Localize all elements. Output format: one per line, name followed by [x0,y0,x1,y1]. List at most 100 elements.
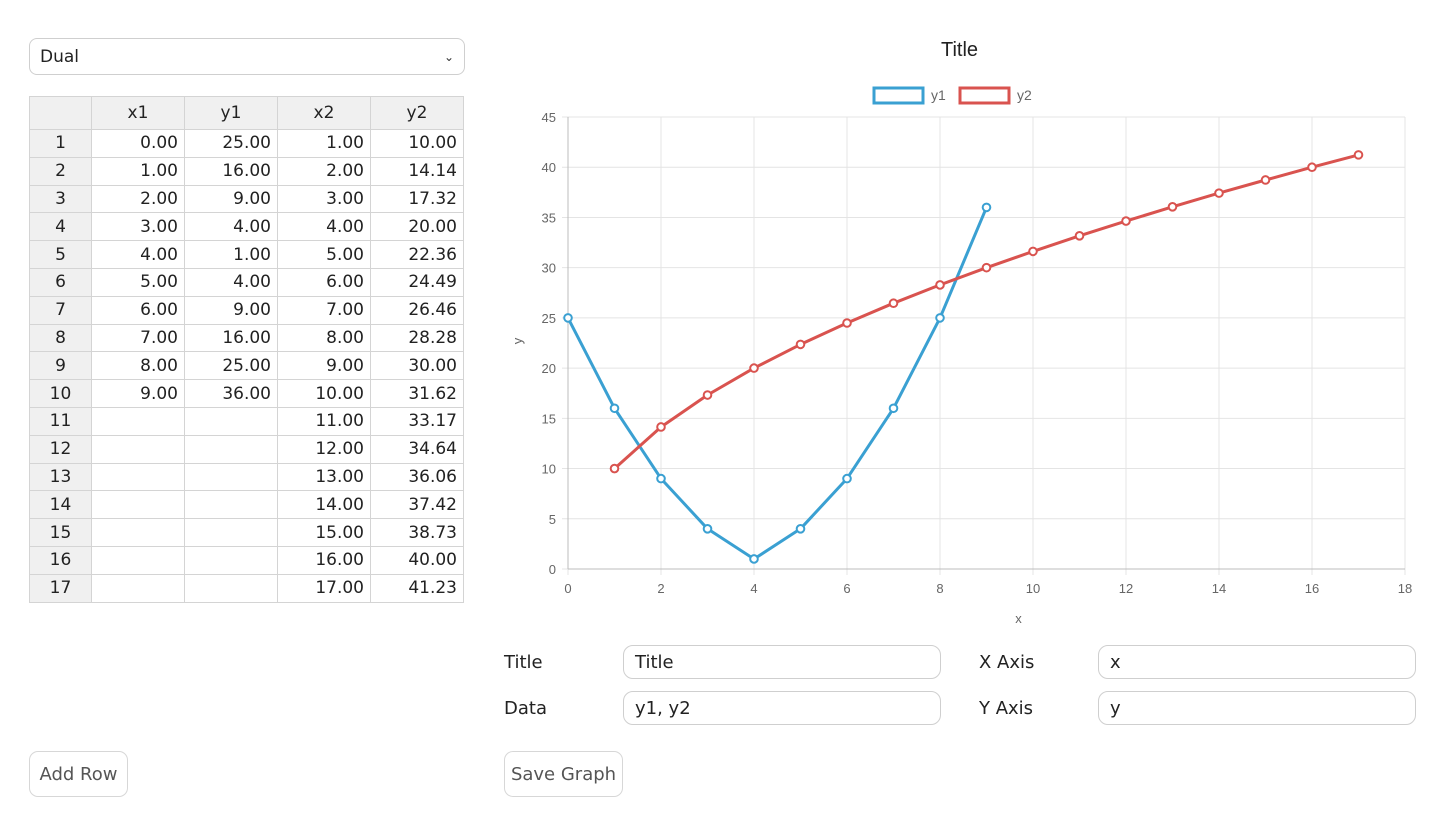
table-cell[interactable]: 14.14 [370,156,464,186]
data-point-y2 [1074,231,1085,241]
table-cell[interactable] [184,518,278,547]
data-point-y2 [656,422,666,432]
table-cell[interactable] [184,490,278,520]
table-cell[interactable]: 30.00 [370,351,464,381]
table-row: 2 1.00 16.00 2.00 14.14 [29,156,464,186]
table-cell[interactable]: 13.00 [277,462,371,492]
table-cell[interactable]: 11.00 [277,406,371,436]
add-row-button[interactable]: Add Row [29,751,128,797]
table-cell[interactable] [184,545,278,575]
table-cell[interactable]: 0.00 [91,129,185,158]
table-cell[interactable]: 5.00 [91,267,185,297]
data-point-y1 [749,554,759,564]
table-row: 11 11.00 33.17 [29,406,464,436]
yaxis-field-label: Y Axis [979,698,1034,719]
table-row: 8 7.00 16.00 8.00 28.28 [29,323,464,353]
data-input[interactable]: y1, y2 [623,691,941,725]
x-tick-label: 16 [1305,581,1319,596]
table-cell[interactable] [91,434,185,464]
table-cell[interactable] [91,462,185,492]
table-cell[interactable]: 1.00 [277,129,371,158]
row-index-cell: 17 [29,573,92,603]
table-cell[interactable]: 36.00 [184,379,278,408]
row-index-cell: 16 [29,545,92,575]
table-row: 10 9.00 36.00 10.00 31.62 [29,379,464,408]
table-cell[interactable]: 41.23 [370,573,464,603]
row-index-cell: 1 [29,129,92,158]
table-cell[interactable]: 4.00 [91,240,185,269]
table-cell[interactable]: 15.00 [277,518,371,547]
table-cell[interactable]: 17.00 [277,573,371,603]
table-row: 7 6.00 9.00 7.00 26.46 [29,295,464,325]
table-cell[interactable] [91,545,185,575]
table-cell[interactable]: 3.00 [277,184,371,214]
table-cell[interactable]: 6.00 [91,295,185,325]
table-cell[interactable]: 5.00 [277,240,371,269]
table-cell[interactable]: 8.00 [91,351,185,381]
row-index-cell: 14 [29,490,92,520]
table-cell[interactable]: 36.06 [370,462,464,492]
table-cell[interactable]: 25.00 [184,129,278,158]
table-cell[interactable] [91,406,185,436]
xaxis-input[interactable]: x [1098,645,1416,679]
table-cell[interactable] [184,462,278,492]
table-cell[interactable] [91,573,185,603]
table-cell[interactable]: 26.46 [370,295,464,325]
table-cell[interactable]: 37.42 [370,490,464,520]
table-cell[interactable]: 34.64 [370,434,464,464]
table-cell[interactable]: 2.00 [91,184,185,214]
row-index-cell: 4 [29,212,92,242]
table-cell[interactable]: 9.00 [91,379,185,408]
mode-select[interactable]: Dual ⌄ [29,38,465,75]
table-cell[interactable]: 1.00 [91,156,185,186]
data-point-y2 [1260,175,1271,185]
table-cell[interactable]: 1.00 [184,240,278,269]
table-cell[interactable]: 12.00 [277,434,371,464]
table-cell[interactable]: 9.00 [184,184,278,214]
table-cell[interactable]: 7.00 [277,295,371,325]
table-cell[interactable]: 28.28 [370,323,464,353]
table-cell[interactable]: 7.00 [91,323,185,353]
data-point-y2 [702,390,713,400]
table-cell[interactable] [91,518,185,547]
table-cell[interactable] [184,434,278,464]
table-cell[interactable]: 14.00 [277,490,371,520]
table-cell[interactable]: 10.00 [370,129,464,158]
table-cell[interactable]: 20.00 [370,212,464,242]
table-cell[interactable]: 9.00 [277,351,371,381]
table-cell[interactable]: 25.00 [184,351,278,381]
table-cell[interactable]: 4.00 [277,212,371,242]
table-cell[interactable]: 17.32 [370,184,464,214]
table-cell[interactable]: 24.49 [370,267,464,297]
save-graph-button[interactable]: Save Graph [504,751,623,797]
yaxis-input[interactable]: y [1098,691,1416,725]
table-cell[interactable]: 38.73 [370,518,464,547]
table-cell[interactable]: 31.62 [370,379,464,408]
table-cell[interactable] [184,573,278,603]
table-cell[interactable] [184,406,278,436]
table-cell[interactable]: 16.00 [184,156,278,186]
table-cell[interactable]: 9.00 [184,295,278,325]
table-cell[interactable]: 8.00 [277,323,371,353]
row-index-cell: 15 [29,518,92,547]
row-index-cell: 6 [29,267,92,297]
table-cell[interactable]: 4.00 [184,267,278,297]
table-cell[interactable] [91,490,185,520]
table-cell[interactable]: 16.00 [184,323,278,353]
chart: Title 0 2 4 6 8 10 12 14 16 18 0 5 10 15 20 25 30 35 40 45 x y… [500,30,1420,640]
table-cell[interactable]: 2.00 [277,156,371,186]
table-cell[interactable]: 33.17 [370,406,464,436]
title-input[interactable]: Title [623,645,941,679]
table-cell[interactable]: 16.00 [277,545,371,575]
table-cell[interactable]: 3.00 [91,212,185,242]
table-cell[interactable]: 22.36 [370,240,464,269]
table-cell[interactable]: 40.00 [370,545,464,575]
table-cell[interactable]: 10.00 [277,379,371,408]
table-cell[interactable]: 4.00 [184,212,278,242]
table-cell[interactable]: 6.00 [277,267,371,297]
y-tick-label: 10 [542,462,556,477]
data-point-y1 [842,473,852,484]
x-tick-label: 18 [1398,581,1412,596]
data-point-y2 [1307,162,1317,173]
table-row: 14 14.00 37.42 [29,490,464,520]
